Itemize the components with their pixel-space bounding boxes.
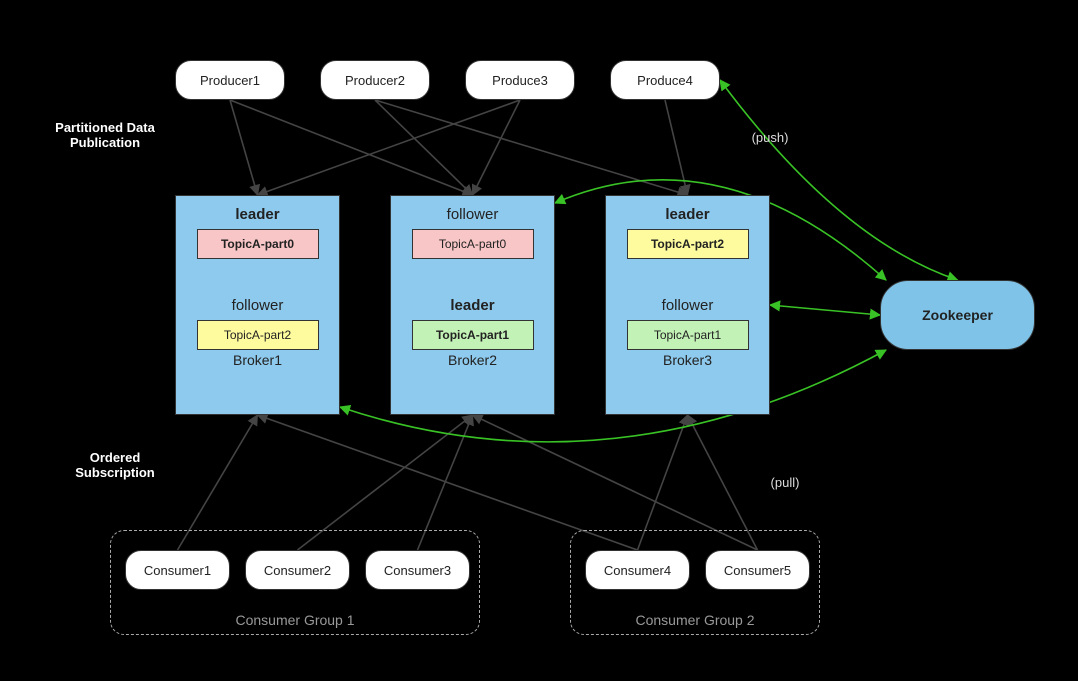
producer-p4: Produce4 [610,60,720,100]
diagram-label: (pull) [755,475,815,490]
partition-box: TopicA-part1 [412,320,534,350]
arrow [375,100,473,195]
zookeeper: Zookeeper [880,280,1035,350]
consumer-label: Consumer1 [144,563,211,578]
arrow [375,100,688,195]
consumer-label: Consumer2 [264,563,331,578]
broker-name: Broker2 [391,352,554,368]
broker-name: Broker1 [176,352,339,368]
arrow [258,100,521,195]
partition-box: TopicA-part1 [627,320,749,350]
broker-role-top: follower [391,206,554,223]
consumer-group-label: Consumer Group 2 [571,612,819,628]
consumer-label: Consumer3 [384,563,451,578]
partition-box: TopicA-part0 [412,229,534,259]
arrow [230,100,473,195]
arrow [230,100,258,195]
diagram-label: Partitioned Data Publication [35,120,175,150]
broker-name: Broker3 [606,352,769,368]
broker-role-bottom: leader [391,297,554,314]
arrow [770,305,880,315]
consumer-group-label: Consumer Group 1 [111,612,479,628]
diagram-label: (push) [740,130,800,145]
diagram-label: Ordered Subscription [55,450,175,480]
producer-label: Producer1 [200,73,260,88]
broker-role-bottom: follower [606,297,769,314]
broker-b1: leader TopicA-part0 follower TopicA-part2 Br… [175,195,340,415]
partition-box: TopicA-part2 [197,320,319,350]
broker-role-bottom: follower [176,297,339,314]
partition-box: TopicA-part2 [627,229,749,259]
broker-role-top: leader [176,206,339,223]
producer-p1: Producer1 [175,60,285,100]
producer-p2: Producer2 [320,60,430,100]
producer-label: Producer2 [345,73,405,88]
consumer-c5: Consumer5 [705,550,810,590]
producer-label: Produce4 [637,73,693,88]
consumer-c2: Consumer2 [245,550,350,590]
consumer-label: Consumer5 [724,563,791,578]
producer-label: Produce3 [492,73,548,88]
arrow [473,100,521,195]
consumer-label: Consumer4 [604,563,671,578]
zookeeper-label: Zookeeper [922,307,993,323]
consumer-c4: Consumer4 [585,550,690,590]
broker-b3: leader TopicA-part2 follower TopicA-part1 Br… [605,195,770,415]
arrow [665,100,688,195]
broker-b2: follower TopicA-part0 leader TopicA-part1 Br… [390,195,555,415]
broker-role-top: leader [606,206,769,223]
partition-box: TopicA-part0 [197,229,319,259]
consumer-c3: Consumer3 [365,550,470,590]
consumer-c1: Consumer1 [125,550,230,590]
producer-p3: Produce3 [465,60,575,100]
